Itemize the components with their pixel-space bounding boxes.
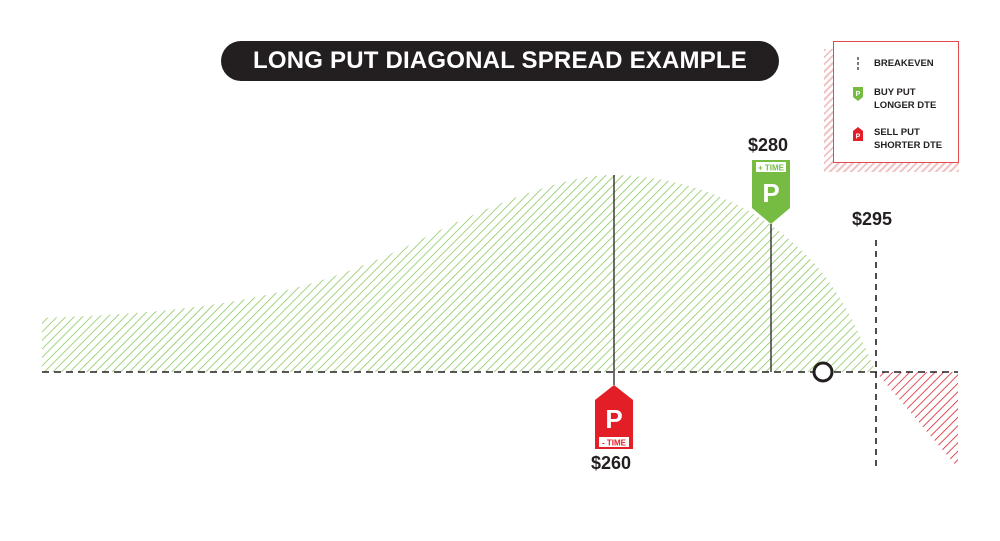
breakeven-price: $295 — [852, 209, 893, 229]
green-put-tag-icon: P — [842, 86, 874, 102]
legend-item-sell-put: P SELL PUT SHORTER DTE — [842, 126, 942, 152]
legend-label-sell-put: SELL PUT SHORTER DTE — [874, 127, 943, 151]
short-put-time-note: - TIME — [602, 439, 627, 448]
short-strike-price: $260 — [591, 453, 632, 473]
loss-area — [876, 372, 958, 468]
legend-label-buy-put: BUY PUT LONGER DTE — [874, 87, 937, 111]
legend-item-buy-put: P BUY PUT LONGER DTE — [842, 86, 936, 112]
short-put-tag: - TIME P — [595, 385, 633, 449]
long-strike-price: $280 — [748, 135, 789, 155]
profit-area — [42, 175, 876, 372]
svg-text:P: P — [856, 91, 861, 98]
long-put-letter: P — [762, 178, 779, 208]
long-put-tag: + TIME P — [752, 160, 790, 224]
legend-item-breakeven: BREAKEVEN — [842, 57, 934, 71]
breakeven-dashed-line-icon — [842, 57, 874, 71]
legend-label-breakeven: BREAKEVEN — [874, 58, 934, 69]
short-put-letter: P — [605, 404, 622, 434]
red-put-tag-icon: P — [842, 126, 874, 142]
diagram-title: LONG PUT DIAGONAL SPREAD EXAMPLE — [221, 41, 779, 81]
legend: BREAKEVEN P BUY PUT LONGER DTE P SELL PU… — [833, 41, 959, 163]
current-price-marker — [812, 361, 834, 383]
svg-text:P: P — [856, 134, 861, 141]
long-put-time-note: + TIME — [758, 164, 785, 173]
